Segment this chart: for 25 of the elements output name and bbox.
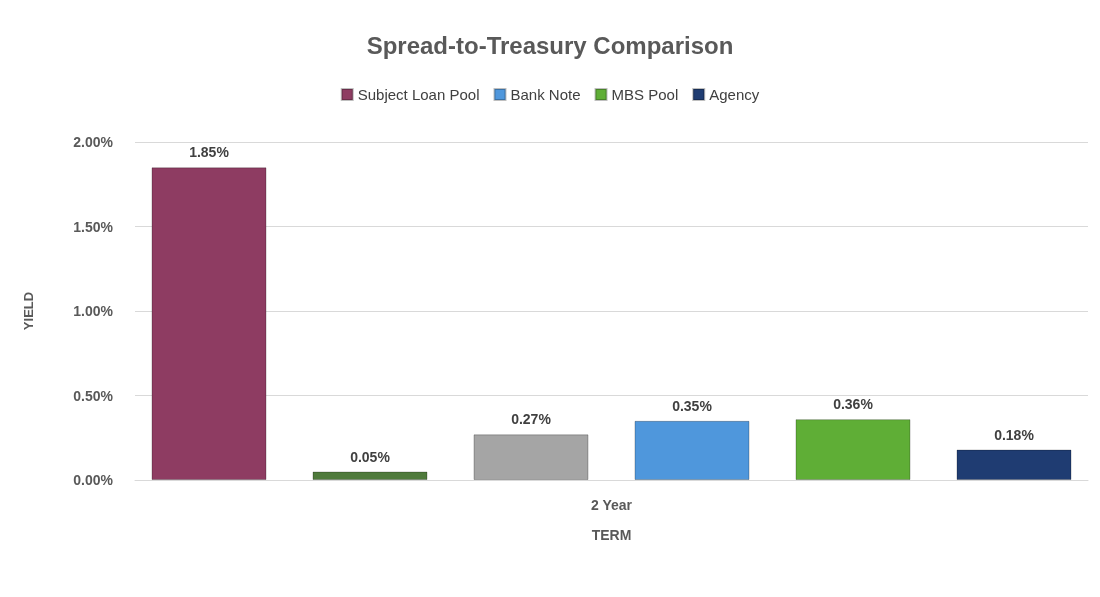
- y-tick-label: 1.00%: [73, 303, 114, 319]
- data-label: 0.18%: [994, 426, 1035, 443]
- data-label: 0.36%: [833, 396, 874, 413]
- y-axis-title: YIELD: [21, 291, 36, 331]
- legend-label: Agency: [709, 86, 760, 103]
- y-tick-label: 0.00%: [73, 472, 114, 488]
- chart-title: Spread-to-Treasury Comparison: [366, 31, 734, 59]
- data-label: 0.35%: [672, 397, 713, 414]
- bar: [956, 449, 1072, 480]
- x-axis-title: TERM: [591, 527, 632, 543]
- bar: [312, 471, 428, 480]
- x-tick-label: 2 Year: [590, 497, 633, 513]
- bar: [473, 434, 589, 480]
- legend-label: Subject Loan Pool: [357, 86, 480, 103]
- legend-label: MBS Pool: [611, 86, 679, 103]
- y-tick-label: 1.50%: [73, 218, 114, 235]
- bar: [795, 419, 911, 480]
- y-tick-label: 0.50%: [73, 387, 114, 404]
- data-label: 0.27%: [511, 411, 552, 428]
- legend-label: Bank Note: [510, 86, 581, 103]
- y-tick-label: 2.00%: [73, 134, 114, 150]
- bar: [634, 420, 750, 480]
- bar: [151, 167, 267, 480]
- data-label: 1.85%: [189, 144, 230, 161]
- data-label: 0.05%: [350, 448, 391, 465]
